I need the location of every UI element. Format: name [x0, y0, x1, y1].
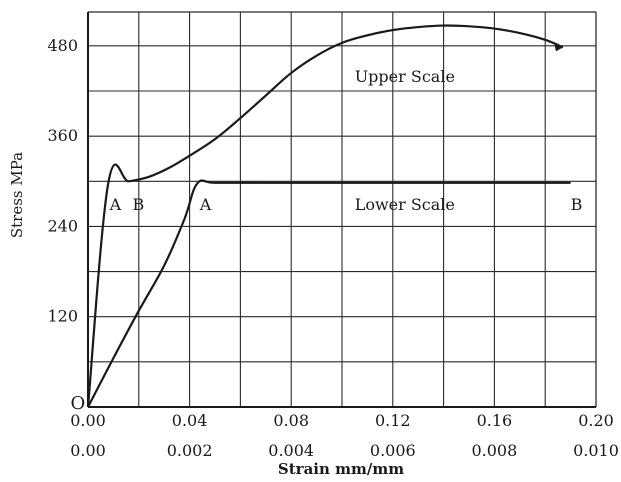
annotation-label: A: [109, 195, 122, 214]
y-tick-label: 480: [47, 36, 78, 55]
y-axis-label: Stress MPa: [8, 152, 26, 238]
x-tick-label-upper: 0.04: [172, 411, 208, 430]
y-tick-label: 360: [47, 126, 78, 145]
x-tick-label-lower: 0.010: [573, 441, 619, 460]
x-tick-label-lower: 0.00: [70, 441, 106, 460]
chart-tick-labels: 120 240 360 480 0.00 0.04 0.08 0.12 0.16 0.20 0.00…: [47, 36, 618, 460]
y-tick-label: 240: [47, 216, 78, 235]
chart-grid: [88, 11, 597, 407]
fracture-point-marker: [553, 42, 563, 52]
chart-axes: [87, 12, 596, 408]
annotation-label: B: [571, 195, 583, 214]
x-tick-label-upper: 0.16: [477, 411, 513, 430]
x-tick-label-upper: 0.08: [273, 411, 309, 430]
annotation-label: Lower Scale: [355, 195, 455, 214]
annotation-label: A: [199, 195, 212, 214]
series-line-lower-scale: [87, 179, 571, 408]
x-tick-label-upper: 0.20: [578, 411, 614, 430]
series-line-upper-scale: [86, 24, 564, 408]
x-tick-label-lower: 0.002: [167, 441, 213, 460]
y-tick-label: 120: [47, 307, 78, 326]
annotation-label: B: [132, 195, 144, 214]
annotation-label: Upper Scale: [355, 67, 455, 86]
chart-series: [86, 24, 571, 408]
x-tick-label-lower: 0.006: [370, 441, 416, 460]
x-tick-label-lower: 0.004: [268, 441, 314, 460]
x-tick-label-upper: 0.12: [375, 411, 411, 430]
x-axis-label: Strain mm/mm: [278, 460, 404, 478]
x-tick-label-lower: 0.008: [471, 441, 517, 460]
annotation-label: O: [70, 393, 85, 414]
x-tick-label-upper: 0.00: [70, 411, 106, 430]
